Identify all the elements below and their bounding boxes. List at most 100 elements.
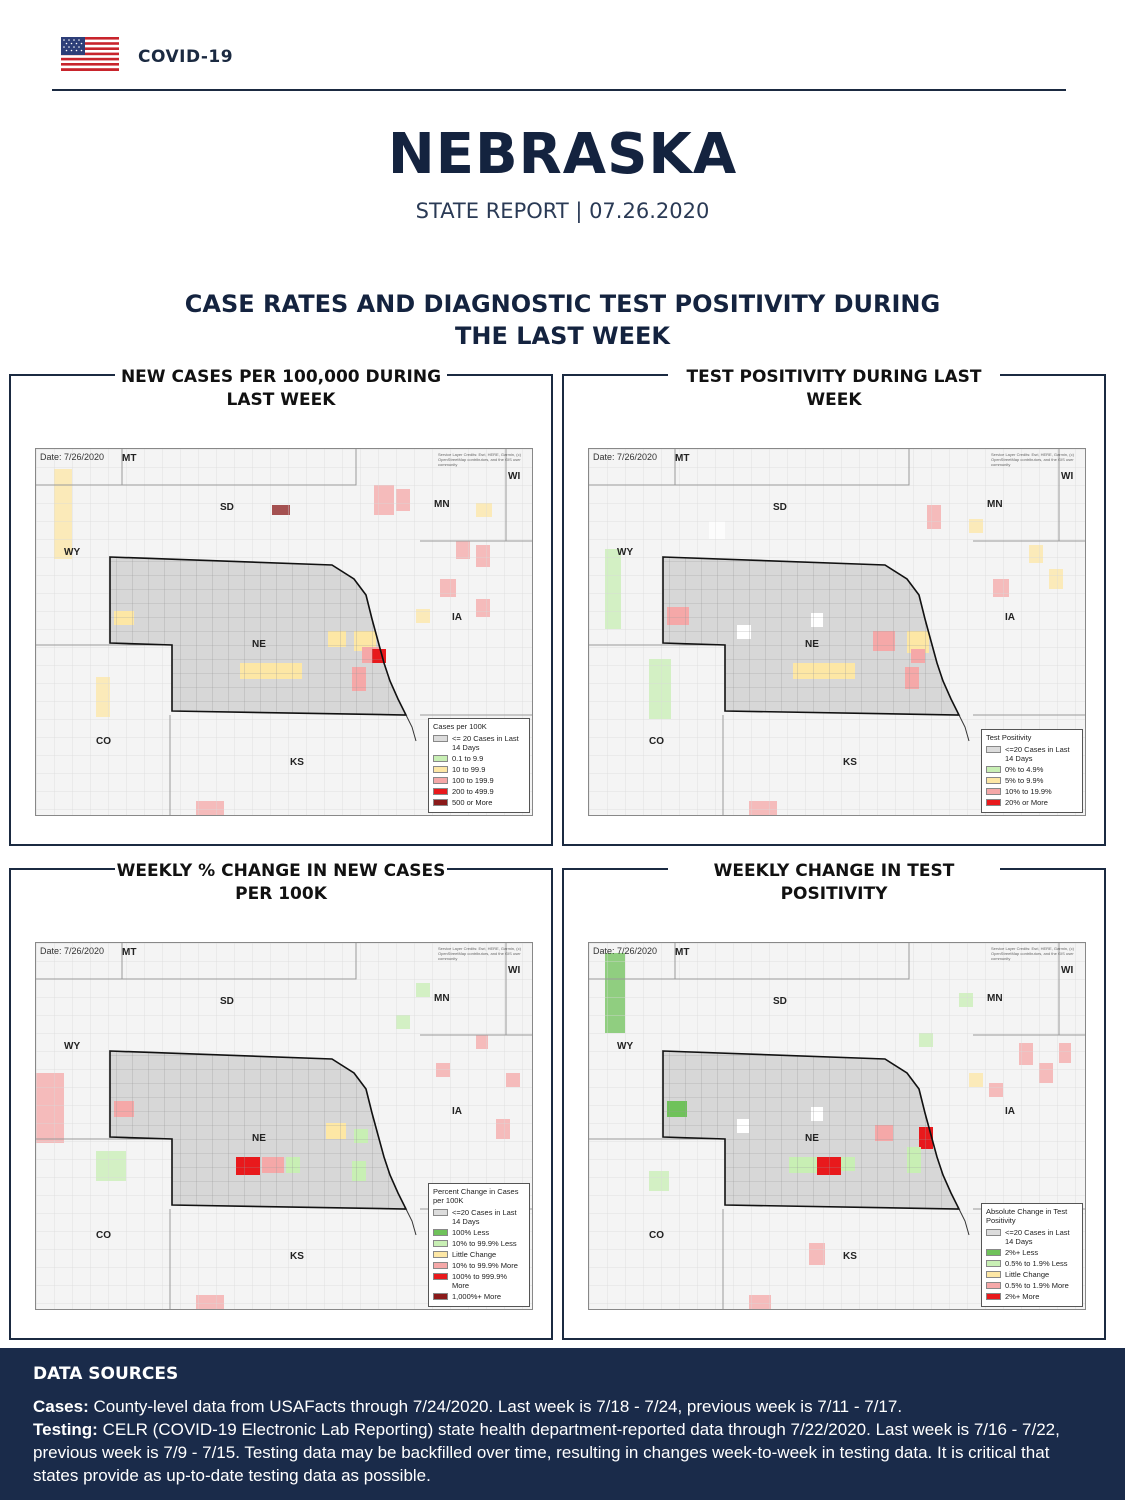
positivity-change-map-panel: WEEKLY CHANGE IN TEST POSITIVITY Date: 7/… (562, 856, 1106, 1340)
legend-label: <=20 Cases in Last 14 Days (1005, 1228, 1070, 1246)
page-subtitle: STATE REPORT | 07.26.2020 (415, 199, 710, 223)
state-label-wy: WY (617, 1041, 634, 1052)
state-label-co: CO (96, 1230, 111, 1241)
us-flag-icon (61, 37, 119, 71)
legend-item: 10% to 99.9% Less (433, 1239, 525, 1248)
state-label-mt: MT (122, 453, 137, 464)
page-title: NEBRASKA (387, 122, 738, 187)
state-label-mn: MN (434, 993, 450, 1004)
legend-item: 100% Less (433, 1228, 525, 1237)
state-label-wi: WI (508, 965, 521, 976)
state-label-ne: NE (252, 639, 266, 650)
legend-label: 500 or More (452, 798, 493, 807)
map-legend: Cases per 100K <= 20 Cases in Last 14 Day… (428, 718, 530, 813)
section-title: CASE RATES AND DIAGNOSTIC TEST POSITIVIT… (184, 290, 941, 350)
legend-label: 10 to 99.9 (452, 765, 486, 774)
legend-item: 2%+ More (986, 1292, 1078, 1301)
legend-label: 200 to 499.9 (452, 787, 494, 796)
legend-label: 0.5% to 1.9% Less (1005, 1259, 1068, 1268)
legend-swatch (986, 788, 1001, 795)
legend-label: 20% or More (1005, 798, 1048, 807)
legend-item: Little Change (433, 1250, 525, 1259)
state-label-co: CO (96, 736, 111, 747)
state-label-ia: IA (1005, 1106, 1015, 1117)
legend-label: 10% to 99.9% More (452, 1261, 518, 1270)
legend-swatch (986, 1271, 1001, 1278)
state-label-sd: SD (220, 996, 234, 1007)
legend-swatch (986, 1249, 1001, 1256)
state-label-mn: MN (987, 499, 1003, 510)
legend-item: <=20 Cases in Last 14 Days (986, 1228, 1078, 1246)
state-label-ks: KS (290, 1251, 304, 1262)
panel-title: TEST POSITIVITY DURING LAST WEEK (668, 362, 1000, 416)
legend-label: 1,000%+ More (452, 1292, 501, 1301)
legend-label: 10% to 19.9% (1005, 787, 1052, 796)
legend-item: 0% to 4.9% (986, 765, 1078, 774)
legend-swatch (433, 1262, 448, 1269)
map-attribution: Service Layer Credits: Esri, HERE, Garmi… (991, 452, 1074, 467)
legend-label: <=20 Cases in Last 14 Days (1005, 745, 1070, 763)
legend-item: Little Change (986, 1270, 1078, 1279)
map-legend: Percent Change in Cases per 100K <=20 Cas… (428, 1183, 530, 1307)
legend-swatch (433, 1209, 448, 1216)
county-map: Date: 7/26/2020 Service Layer Credits: Es… (588, 942, 1086, 1310)
state-label-ia: IA (452, 612, 462, 623)
legend-swatch (433, 788, 448, 795)
state-label-ks: KS (843, 757, 857, 768)
map-date-label: Date: 7/26/2020 (593, 946, 658, 956)
legend-item: 100% to 999.9% More (433, 1272, 525, 1290)
legend-swatch (433, 735, 448, 742)
state-label-wy: WY (617, 547, 634, 558)
legend-swatch (986, 777, 1001, 784)
state-label-ne: NE (252, 1133, 266, 1144)
county-map: Date: 7/26/2020 Service Layer Credits: Es… (35, 448, 533, 816)
legend-label: 100% to 999.9% More (452, 1272, 508, 1290)
legend-title: Cases per 100K (433, 722, 487, 731)
state-label-mt: MT (122, 947, 137, 958)
map-attribution: Service Layer Credits: Esri, HERE, Garmi… (991, 946, 1074, 961)
state-label-wy: WY (64, 547, 81, 558)
legend-label: <= 20 Cases in Last 14 Days (452, 734, 519, 752)
map-date-label: Date: 7/26/2020 (40, 946, 105, 956)
state-label-ks: KS (290, 757, 304, 768)
county-map: Date: 7/26/2020 Service Layer Credits: Es… (588, 448, 1086, 816)
state-label-sd: SD (773, 996, 787, 1007)
map-date-label: Date: 7/26/2020 (593, 452, 658, 462)
map-legend: Test Positivity <=20 Cases in Last 14 Day… (981, 729, 1083, 813)
legend-item: 10% to 99.9% More (433, 1261, 525, 1270)
legend-item: <=20 Cases in Last 14 Days (433, 1208, 525, 1226)
legend-item: 5% to 9.9% (986, 776, 1078, 785)
legend-swatch (433, 1229, 448, 1236)
data-sources-footer: DATA SOURCES Cases: County-level data fr… (0, 1348, 1125, 1500)
legend-label: 2%+ Less (1005, 1248, 1039, 1257)
legend-label: 100 to 199.9 (452, 776, 494, 785)
state-label-wi: WI (1061, 965, 1074, 976)
legend-label: Little Change (452, 1250, 497, 1259)
state-label-wi: WI (508, 471, 521, 482)
state-label-mt: MT (675, 947, 690, 958)
legend-swatch (433, 766, 448, 773)
legend-label: 0.5% to 1.9% More (1005, 1281, 1069, 1290)
legend-item: 20% or More (986, 798, 1078, 807)
legend-swatch (986, 1260, 1001, 1267)
case-change-map-panel: WEEKLY % CHANGE IN NEW CASES PER 100K Dat… (9, 856, 553, 1340)
panel-title: NEW CASES PER 100,000 DURING LAST WEEK (115, 362, 447, 416)
cases-source-label: Cases: (33, 1397, 89, 1416)
state-label-mt: MT (675, 453, 690, 464)
map-date-label: Date: 7/26/2020 (40, 452, 105, 462)
new-cases-map-panel: NEW CASES PER 100,000 DURING LAST WEEK Da… (9, 362, 553, 846)
legend-label: 5% to 9.9% (1005, 776, 1044, 785)
map-attribution: Service Layer Credits: Esri, HERE, Garmi… (438, 452, 521, 467)
legend-item: 0.5% to 1.9% Less (986, 1259, 1078, 1268)
state-label-sd: SD (773, 502, 787, 513)
state-label-mn: MN (987, 993, 1003, 1004)
legend-title: Test Positivity (986, 733, 1032, 742)
legend-swatch (986, 1229, 1001, 1236)
state-label-sd: SD (220, 502, 234, 513)
legend-item: 500 or More (433, 798, 525, 807)
panel-title: WEEKLY CHANGE IN TEST POSITIVITY (668, 856, 1000, 910)
legend-swatch (986, 766, 1001, 773)
panel-title: WEEKLY % CHANGE IN NEW CASES PER 100K (115, 856, 447, 910)
legend-label: 100% Less (452, 1228, 490, 1237)
state-label-wy: WY (64, 1041, 81, 1052)
